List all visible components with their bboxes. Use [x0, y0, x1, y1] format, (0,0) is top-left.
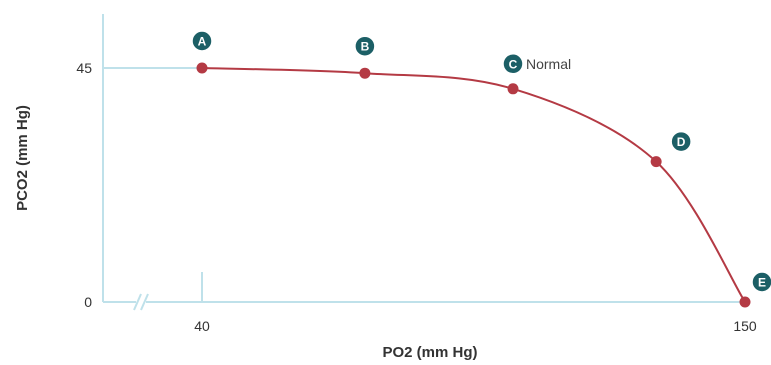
- point-label-C: C: [509, 57, 518, 71]
- y-tick-label-0: 0: [84, 294, 92, 310]
- x-tick-label-40: 40: [194, 318, 210, 334]
- data-point-E: [739, 296, 751, 308]
- point-label-D: D: [677, 135, 686, 149]
- point-label-E: E: [758, 276, 766, 290]
- annotation-normal: Normal: [526, 56, 571, 72]
- x-tick-label-150: 150: [733, 318, 757, 334]
- chart-marks: 45 0 40 150 A B C D E Normal: [76, 30, 771, 334]
- data-point-D: [650, 156, 662, 168]
- series-curve: [201, 67, 746, 303]
- x-axis-break-icon: [133, 292, 149, 312]
- point-badge-C: [502, 53, 524, 75]
- point-label-B: B: [361, 40, 370, 54]
- data-point-A: [196, 62, 208, 74]
- point-label-A: A: [198, 35, 207, 49]
- point-badge-E: [751, 271, 771, 293]
- point-badge-B: [354, 35, 376, 57]
- data-point-B: [359, 67, 371, 79]
- x-axis-title: PO2 (mm Hg): [382, 344, 477, 361]
- point-badge-A: [191, 30, 213, 52]
- y-axis-title: PCO2 (mm Hg): [14, 105, 31, 211]
- data-point-C: [507, 83, 519, 95]
- point-badge-D: [670, 130, 692, 153]
- y-tick-label-45: 45: [76, 60, 92, 76]
- axes: [102, 14, 745, 312]
